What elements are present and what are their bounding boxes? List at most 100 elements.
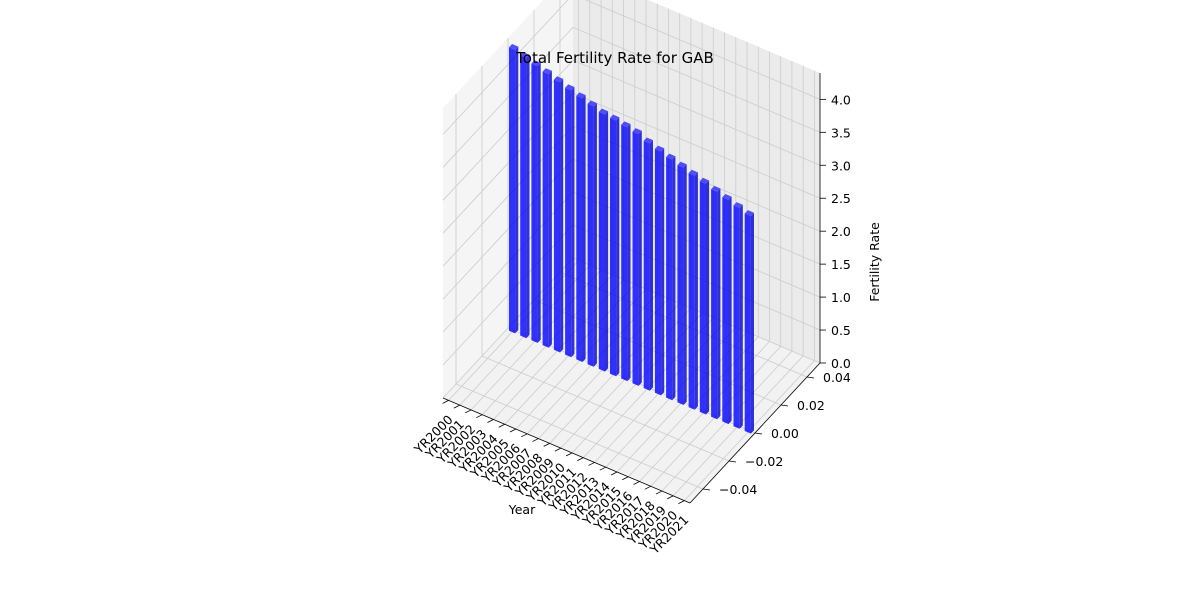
y-tick (780, 404, 789, 407)
x-tick (633, 481, 640, 485)
bar-top (722, 194, 732, 200)
z-tick-label: 2.5 (831, 191, 851, 206)
y-tick (728, 460, 737, 463)
x-tick (622, 476, 629, 481)
x-tick (565, 452, 573, 457)
x-tick (487, 419, 494, 423)
bar (677, 165, 684, 405)
bar-side (706, 180, 710, 415)
bar-top (666, 153, 676, 160)
bar-side (560, 78, 564, 353)
bar (643, 140, 650, 391)
bar-side (750, 212, 754, 434)
z-gridline (442, 0, 821, 135)
x-tick (644, 485, 651, 490)
bar (711, 189, 718, 420)
bar-top (643, 137, 653, 144)
bar-top (677, 161, 687, 168)
bar (733, 205, 740, 429)
bar-side (627, 124, 631, 382)
bar-top (610, 114, 620, 121)
x-axis-label: Year (508, 502, 536, 517)
bar-top (565, 84, 575, 91)
bar-top (688, 169, 698, 176)
z-tick-label: 4.0 (831, 92, 851, 107)
z-tick-label: 3.0 (831, 158, 851, 173)
bar-top (520, 52, 530, 58)
z-gridline (442, 26, 821, 168)
bar-side (728, 196, 732, 425)
bar-top (632, 128, 642, 135)
bar (587, 103, 594, 367)
z-tick-label: 1.0 (831, 290, 851, 305)
bar-top (744, 210, 754, 217)
x-tick (509, 428, 517, 433)
x-tick (554, 447, 562, 452)
z-tick-label: 3.5 (831, 125, 851, 140)
y-tick-label: −0.04 (719, 482, 757, 497)
x-tick (588, 462, 595, 466)
x-tick (599, 466, 606, 471)
y-tick-label: −0.02 (745, 454, 783, 469)
bar-top (654, 145, 665, 152)
y-tick (806, 376, 815, 379)
bar (542, 71, 549, 348)
bar-top (553, 76, 564, 83)
bar (654, 148, 662, 396)
bar-side (526, 54, 530, 339)
bar-top (531, 60, 541, 67)
bar-side (548, 70, 552, 348)
bar (531, 63, 538, 343)
bar-side (571, 87, 575, 358)
y-tick-label: 0.04 (823, 370, 851, 385)
x-tick (577, 457, 584, 462)
tick-labels: YR2000YR2001YR2002YR2003YR2004YR2005YR20… (410, 92, 851, 557)
bar-top (542, 68, 552, 75)
bar-side (672, 156, 676, 401)
bar-top (587, 100, 597, 107)
bar-side (649, 140, 653, 391)
bar-side (739, 204, 743, 429)
bar-top (621, 121, 631, 128)
bar (632, 131, 639, 386)
bar (565, 87, 572, 358)
x-tick (442, 400, 449, 404)
z-gridline (442, 59, 821, 201)
bar (610, 118, 617, 377)
bar-top (598, 108, 609, 115)
bar (688, 173, 695, 410)
x-tick (476, 414, 483, 419)
bar-side (582, 95, 586, 362)
bar (621, 124, 628, 382)
bar-top (711, 185, 721, 192)
bars (509, 44, 754, 434)
bar-top (509, 44, 519, 50)
x-tick (655, 490, 663, 495)
bar (520, 55, 527, 339)
x-tick (678, 500, 685, 504)
x-tick (521, 433, 528, 438)
z-tick-label: 1.5 (831, 257, 851, 272)
y-tick (754, 432, 763, 435)
bar-side (605, 111, 609, 372)
bar (576, 95, 583, 363)
bar (553, 79, 561, 353)
z-tick-label: 2.0 (831, 224, 851, 239)
bar (722, 197, 729, 425)
chart-title: Total Fertility Rate for GAB (515, 49, 714, 67)
bar-side (638, 130, 642, 386)
x-axis-line (442, 397, 691, 504)
bar-side (661, 148, 665, 396)
x-tick (666, 495, 674, 500)
bar-side (593, 103, 597, 367)
bar-side (515, 46, 519, 334)
bar (509, 47, 516, 334)
z-axis-label: Fertility Rate (867, 222, 882, 302)
x-tick (464, 409, 472, 414)
bar-side (537, 62, 541, 343)
bar (699, 181, 706, 415)
bar (598, 111, 605, 372)
x-tick (453, 404, 461, 409)
z-tick-label: 0.0 (831, 356, 851, 371)
axis-lines (442, 73, 826, 504)
